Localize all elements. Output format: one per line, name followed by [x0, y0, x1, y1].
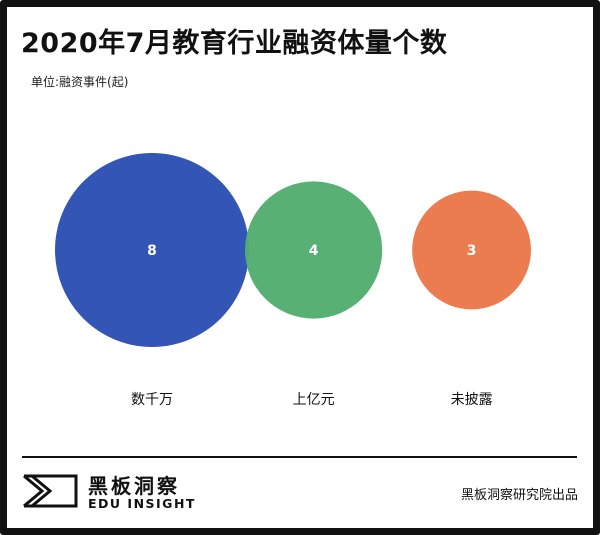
chart-title: 2020年7月教育行业融资体量个数	[21, 28, 448, 59]
bubble-value-label: 4	[309, 243, 319, 259]
category-label: 数千万	[131, 392, 173, 408]
bubble-value-label: 3	[467, 243, 477, 259]
footer-divider	[22, 456, 577, 458]
logo-mark-icon	[23, 474, 78, 508]
logo-text-en: EDU INSIGHT	[88, 496, 196, 511]
logo-text-cn: 黑板洞察	[88, 474, 180, 498]
unit-label: 单位:融资事件(起)	[31, 75, 129, 89]
bubble-value-label: 8	[147, 243, 157, 259]
source-credit: 黑板洞察研究院出品	[460, 488, 578, 503]
brand-logo: 黑板洞察 EDU INSIGHT	[22, 470, 194, 516]
category-label: 上亿元	[293, 392, 335, 408]
bubble-2	[245, 181, 383, 319]
category-label: 未披露	[451, 392, 493, 408]
bubble-3	[412, 190, 531, 310]
bubble-1	[55, 153, 249, 347]
